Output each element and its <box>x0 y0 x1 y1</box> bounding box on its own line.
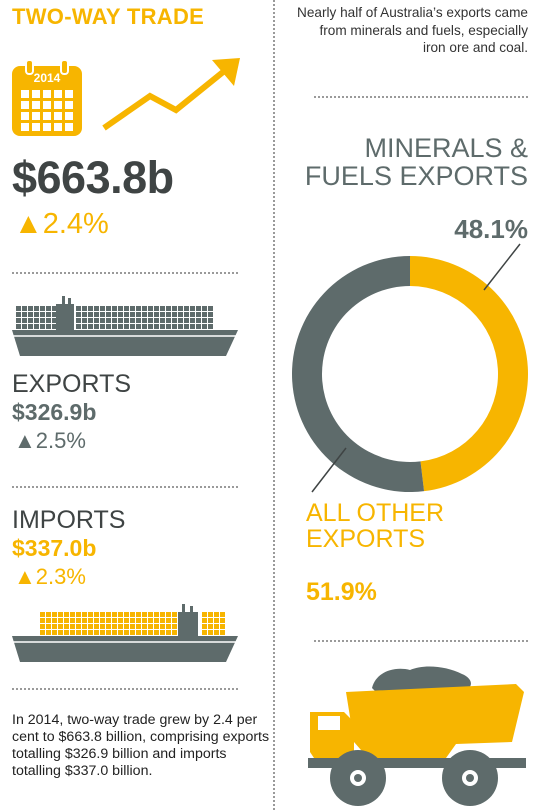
donut-slice-other <box>292 256 425 492</box>
column-divider <box>273 0 275 810</box>
divider <box>314 640 528 642</box>
imports-value: $337.0b <box>12 535 97 561</box>
other-leader-line <box>311 447 347 493</box>
other-label: ALL OTHER EXPORTS <box>306 499 445 553</box>
mining-truck-icon <box>308 666 526 806</box>
divider <box>12 486 238 488</box>
page-title: TWO-WAY TRADE <box>12 4 205 29</box>
calendar-year: 2014 <box>34 71 61 85</box>
donut-chart <box>292 243 529 493</box>
total-trade-change: ▲2.4% <box>14 208 109 240</box>
trend-arrow-icon <box>102 58 240 131</box>
export-ship-icon <box>12 296 238 356</box>
summary-paragraph: In 2014, two-way trade grew by 2.4 per c… <box>12 712 270 779</box>
exports-change: ▲2.5% <box>14 428 86 453</box>
minerals-pct: 48.1% <box>454 214 528 244</box>
other-pct: 51.9% <box>306 578 377 606</box>
intro-text: Nearly half of Australia’s exports came … <box>297 5 528 55</box>
donut-slice-minerals <box>410 256 529 492</box>
total-trade-value: $663.8b <box>12 152 174 203</box>
minerals-leader-line <box>483 243 521 291</box>
imports-change: ▲2.3% <box>14 564 86 589</box>
calendar-icon: 2014 <box>12 60 82 136</box>
import-ship-icon <box>12 604 238 662</box>
divider <box>314 96 528 98</box>
divider <box>12 688 238 690</box>
imports-label: IMPORTS <box>12 506 126 534</box>
exports-label: EXPORTS <box>12 370 132 398</box>
exports-value: $326.9b <box>12 399 97 425</box>
divider <box>12 272 238 274</box>
minerals-label: MINERALS & FUELS EXPORTS <box>304 133 528 191</box>
